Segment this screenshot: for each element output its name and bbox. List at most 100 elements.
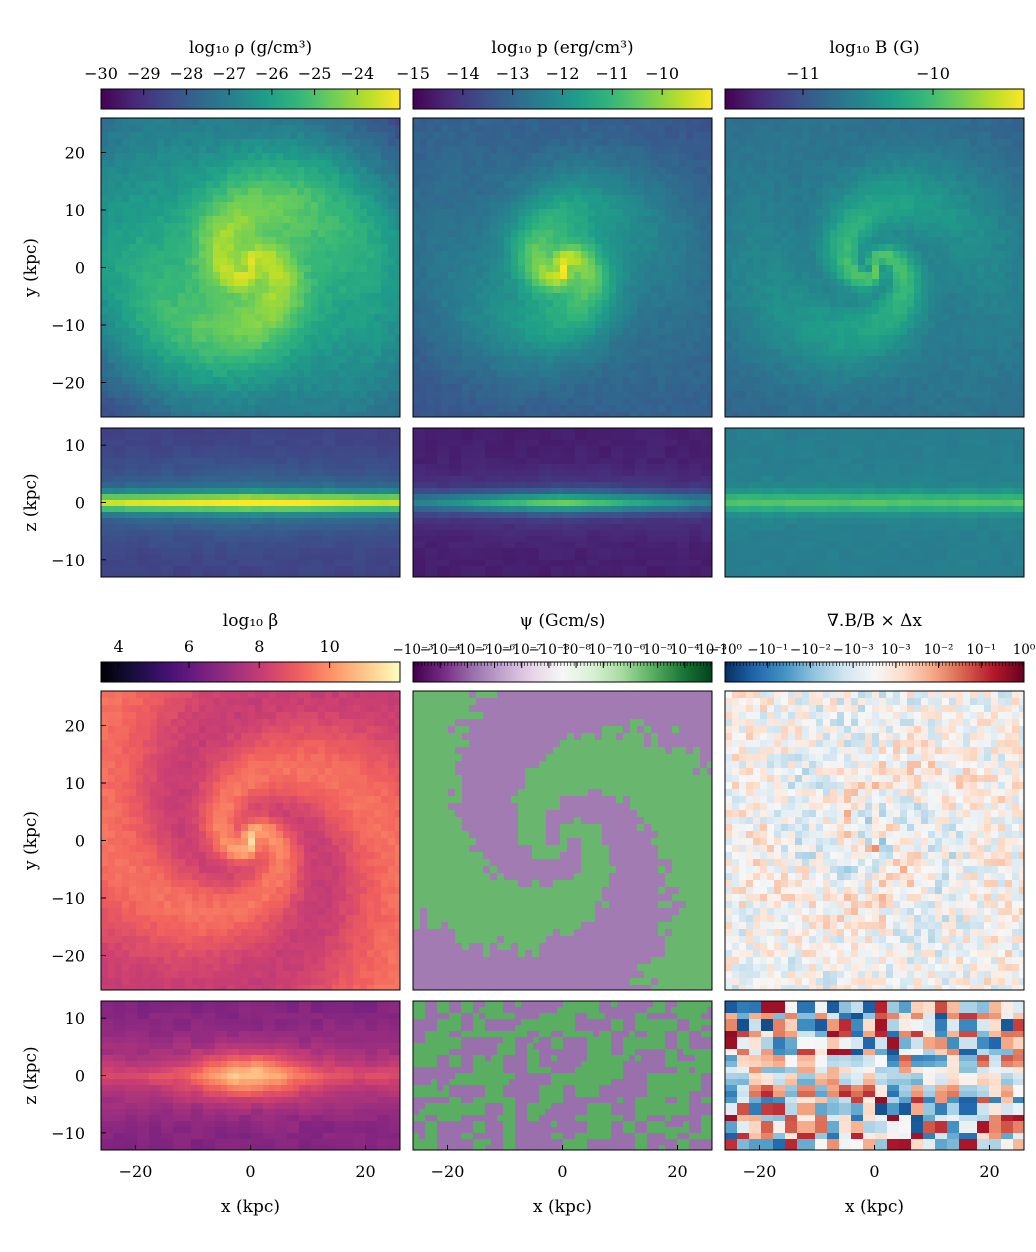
map-cell: [658, 209, 665, 216]
map-cell: [257, 470, 263, 476]
map-cell: [469, 370, 476, 377]
map-cell: [346, 237, 353, 244]
map-cell: [171, 258, 178, 265]
map-cell: [206, 279, 213, 286]
map-cell: [602, 391, 609, 398]
map-cell: [318, 167, 325, 174]
map-cell: [374, 125, 381, 132]
colorbar-tick-label: −10: [645, 64, 679, 83]
map-cell: [700, 153, 707, 160]
map-cell: [546, 265, 553, 272]
map-cell: [281, 536, 287, 542]
map-cell: [630, 188, 637, 195]
map-cell: [239, 488, 245, 494]
map-cell: [539, 146, 546, 153]
map-cell: [532, 195, 539, 202]
map-cell: [476, 398, 483, 405]
map-cell: [383, 488, 389, 494]
map-cell: [192, 174, 199, 181]
map-cell: [283, 258, 290, 265]
map-cell: [311, 265, 318, 272]
map-cell: [518, 146, 525, 153]
map-cell: [155, 476, 161, 482]
map-cell: [532, 328, 539, 335]
map-cell: [672, 349, 679, 356]
map-cell: [209, 566, 215, 572]
map-cell: [157, 167, 164, 174]
map-cell: [448, 188, 455, 195]
map-cell: [275, 458, 281, 464]
map-cell: [191, 518, 197, 524]
map-cell: [108, 342, 115, 349]
map-cell: [389, 476, 395, 482]
map-cell: [377, 566, 383, 572]
map-cell: [107, 440, 113, 446]
map-cell: [532, 279, 539, 286]
map-cell: [388, 146, 395, 153]
map-cell: [365, 440, 371, 446]
map-cell: [164, 202, 171, 209]
map-cell: [263, 428, 269, 434]
map-cell: [504, 167, 511, 174]
colorbar-tick-label: −29: [127, 64, 161, 83]
map-cell: [137, 434, 143, 440]
map-cell: [287, 554, 293, 560]
colorbar-tick-label: −14: [446, 64, 480, 83]
map-cell: [239, 560, 245, 566]
map-cell: [651, 237, 658, 244]
map-cell: [339, 349, 346, 356]
map-cell: [381, 139, 388, 146]
map-cell: [129, 237, 136, 244]
map-cell: [448, 125, 455, 132]
map-cell: [220, 405, 227, 412]
map-cell: [553, 272, 560, 279]
map-cell: [143, 153, 150, 160]
map-cell: [658, 202, 665, 209]
map-cell: [199, 265, 206, 272]
map-cell: [360, 272, 367, 279]
map-cell: [693, 167, 700, 174]
map-cell: [325, 286, 332, 293]
map-cell: [623, 300, 630, 307]
map-cell: [245, 446, 251, 452]
map-cell: [469, 167, 476, 174]
map-cell: [248, 167, 255, 174]
map-cell: [197, 476, 203, 482]
map-cell: [511, 335, 518, 342]
map-cell: [304, 398, 311, 405]
map-cell: [297, 398, 304, 405]
map-cell: [497, 251, 504, 258]
map-cell: [115, 118, 122, 125]
map-cell: [560, 223, 567, 230]
map-cell: [136, 181, 143, 188]
map-cell: [374, 370, 381, 377]
map-cell: [276, 174, 283, 181]
map-cell: [283, 153, 290, 160]
map-cell: [150, 405, 157, 412]
map-cell: [143, 125, 150, 132]
map-cell: [588, 244, 595, 251]
map-cell: [374, 132, 381, 139]
map-cell: [353, 195, 360, 202]
map-cell: [213, 230, 220, 237]
map-cell: [191, 446, 197, 452]
map-cell: [276, 335, 283, 342]
map-cell: [245, 476, 251, 482]
map-cell: [239, 506, 245, 512]
map-cell: [185, 548, 191, 554]
map-cell: [311, 488, 317, 494]
map-cell: [213, 321, 220, 328]
map-cell: [588, 335, 595, 342]
map-cell: [353, 440, 359, 446]
map-cell: [377, 524, 383, 530]
map-cell: [131, 476, 137, 482]
map-cell: [281, 494, 287, 500]
map-cell: [262, 349, 269, 356]
map-cell: [323, 512, 329, 518]
map-cell: [511, 188, 518, 195]
map-cell: [203, 548, 209, 554]
map-cell: [525, 314, 532, 321]
map-cell: [122, 237, 129, 244]
map-cell: [299, 512, 305, 518]
map-cell: [420, 405, 427, 412]
